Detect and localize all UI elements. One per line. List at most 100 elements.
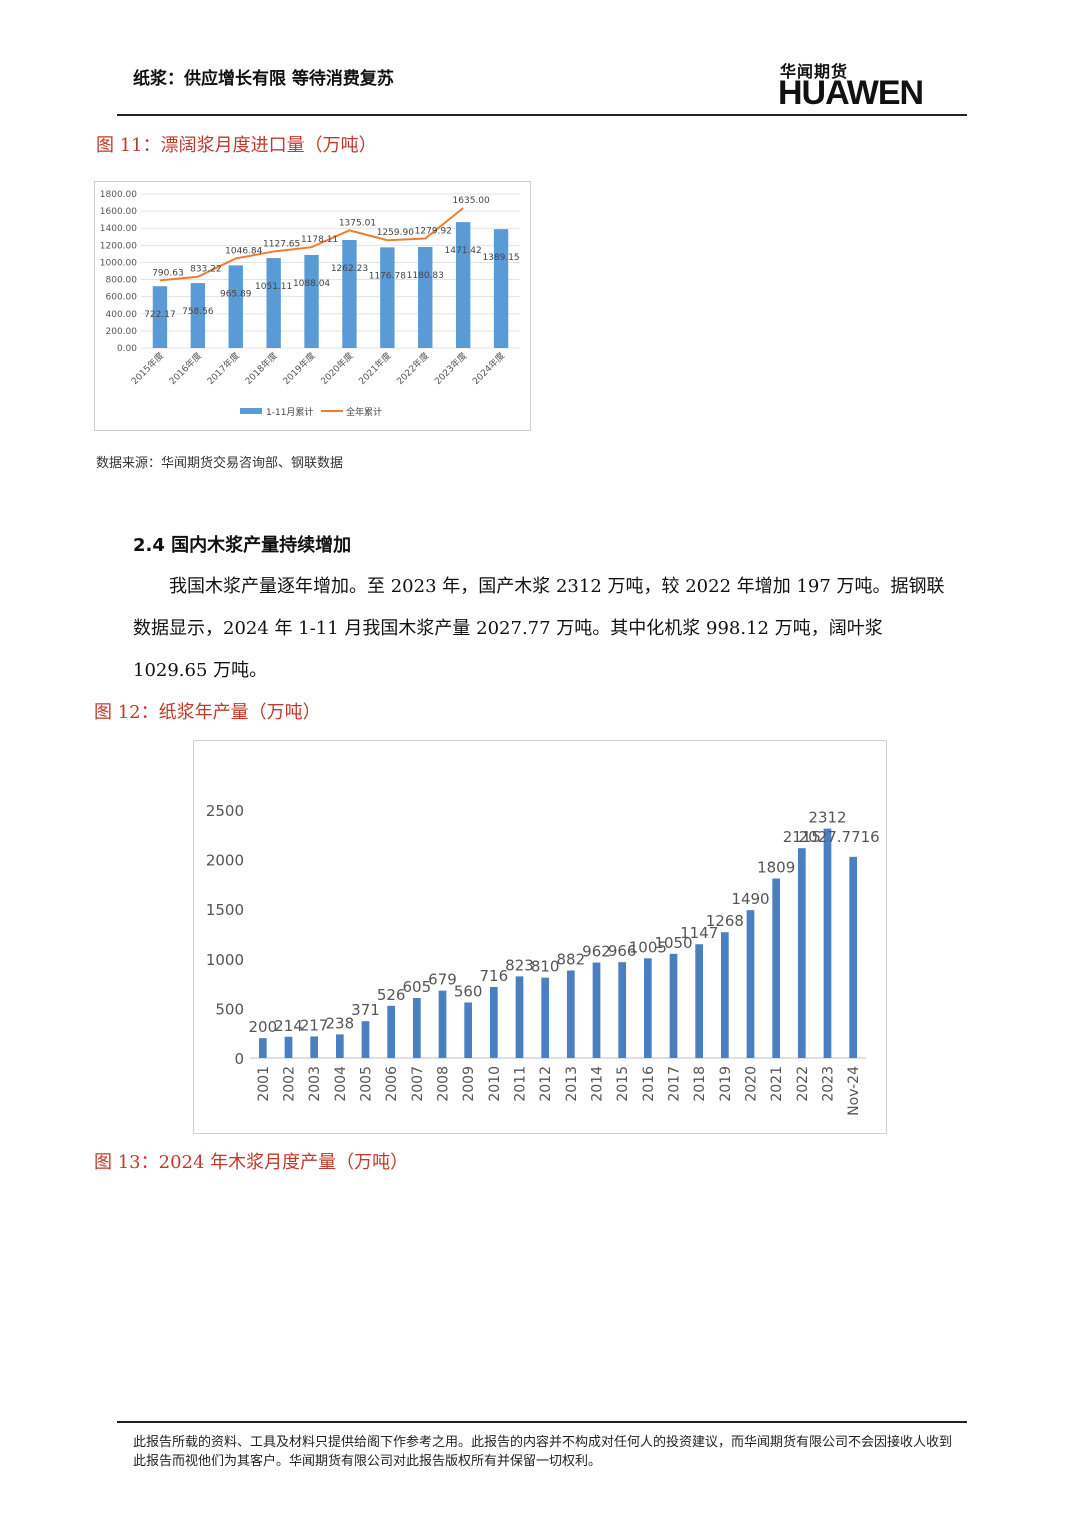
logo-chinese-text: 华闻期货 (780, 62, 849, 81)
bar-value-label: 560 (454, 982, 483, 1000)
production-bar (387, 1005, 396, 1058)
production-bar (515, 976, 524, 1058)
bar-value-label: 966 (608, 942, 637, 960)
bar-value-label: 214 (274, 1017, 303, 1035)
production-bar (823, 828, 832, 1058)
x-tick-label: 2021年度 (356, 350, 393, 387)
x-tick-label: 2018 (692, 1066, 708, 1102)
production-bar (489, 986, 498, 1058)
line-annual-cumulative (159, 207, 464, 282)
bar-value-label: 1262.23 (331, 264, 368, 274)
x-tick-label: 2021 (769, 1066, 785, 1102)
production-bar (669, 953, 678, 1058)
bar-value-label: 679 (428, 971, 457, 989)
y-tick-label: 1400.00 (100, 224, 137, 234)
bar-1-11-cumulative (493, 229, 509, 348)
x-tick-label: 2015 (615, 1066, 631, 1102)
y-tick-label: 400.00 (106, 310, 138, 320)
line-value-label: 1635.00 (453, 196, 490, 206)
import-volume-chart: 0.00 200.00 400.00 600.00 800.00 1000.00 1200.… (100, 190, 520, 418)
bar-value-label: 810 (531, 958, 560, 976)
x-tick-label: 2006 (384, 1066, 400, 1102)
line-value-label: 1259.90 (377, 228, 414, 238)
x-tick-label: 2019年度 (280, 350, 317, 387)
bar-value-label: 2115 (783, 828, 821, 846)
x-tick-label: 2018年度 (242, 350, 279, 387)
bar-1-11-cumulative (342, 240, 357, 348)
x-tick-label: 2012 (538, 1066, 554, 1102)
report-title: 纸浆：供应增长有限 等待消费复苏 (133, 69, 394, 89)
y-tick-label: 1600.00 (100, 207, 137, 217)
disclaimer: 此报告所载的资料、工具及材料只提供给阁下作参考之用。此报告的内容并不构成对任何人… (133, 1435, 953, 1469)
y-tick-label: 2000 (206, 852, 244, 870)
production-bar (541, 977, 550, 1058)
bar-value-label: 200 (249, 1018, 278, 1036)
production-bar (797, 848, 806, 1058)
y-tick-label: 600.00 (106, 293, 138, 303)
production-bar (772, 878, 781, 1058)
legend-line-label: 全年累计 (346, 406, 382, 418)
pulp-production-chart: 0 500 1000 1500 2000 2500 20021421723837152660… (206, 802, 880, 1116)
x-tick-label: 2010 (487, 1066, 503, 1102)
bar-value-label: 722.17 (144, 310, 176, 320)
line-value-label: 1178.11 (301, 235, 338, 245)
x-tick-label: 2023年度 (432, 350, 469, 387)
production-bar (618, 962, 627, 1058)
bar-value-label: 823 (505, 956, 534, 974)
bar-value-label: 1176.78 (369, 271, 406, 281)
bar-value-label: 217 (300, 1016, 329, 1034)
y-tick-label: 0.00 (117, 344, 137, 354)
bar-value-label: 1147 (680, 924, 718, 942)
figure-11-title: 图 11：漂阔浆月度进口量（万吨） (96, 135, 377, 156)
data-source: 数据来源：华闻期货交易咨询部、钢联数据 (96, 456, 344, 471)
section-heading: 2.4 国内木浆产量持续增加 (133, 535, 352, 556)
bar-value-label: 605 (403, 978, 432, 996)
bar-value-label: 1088.04 (293, 279, 330, 289)
production-bar (310, 1036, 319, 1058)
production-bar (592, 962, 601, 1058)
legend-bar-swatch (240, 408, 262, 414)
bar-1-11-cumulative (190, 283, 206, 348)
bar-value-label: 965.89 (220, 289, 252, 299)
production-bar (746, 910, 755, 1058)
header-divider (117, 114, 967, 116)
x-tick-label: 2019 (718, 1066, 734, 1102)
x-tick-label: 2004 (333, 1066, 349, 1102)
x-tick-label: 2009 (461, 1066, 477, 1102)
x-tick-label: 2017 (667, 1066, 683, 1102)
line-value-label: 833.22 (190, 265, 222, 275)
production-bar (412, 997, 421, 1058)
bar-value-label: 716 (480, 967, 509, 985)
bar-value-label: 962 (582, 943, 611, 961)
line-value-label: 1046.84 (225, 246, 262, 256)
x-tick-label: 2020年度 (318, 350, 355, 387)
production-bar (695, 944, 704, 1058)
line-value-label: 790.63 (152, 268, 184, 278)
bar-1-11-cumulative (455, 222, 471, 348)
production-bar (849, 856, 858, 1058)
bar-1-11-cumulative (418, 246, 433, 348)
y-tick-label: 1500 (206, 901, 244, 919)
x-tick-label: 2008 (436, 1066, 452, 1102)
x-tick-label: 2022 (795, 1066, 811, 1102)
line-value-label: 1279.92 (415, 226, 452, 236)
x-tick-label: 2017年度 (204, 350, 241, 387)
bar-value-label: 1180.83 (407, 271, 444, 281)
bar-value-label: 526 (377, 986, 406, 1004)
bar-value-label: 1471.42 (445, 246, 482, 256)
legend-bar-label: 1-11月累计 (266, 406, 313, 418)
y-tick-label: 2500 (206, 802, 244, 820)
x-tick-label: 2016 (641, 1066, 657, 1102)
line-value-label: 1375.01 (339, 218, 376, 228)
bar-1-11-cumulative (380, 247, 395, 348)
y-tick-label: 1800.00 (100, 190, 137, 200)
x-tick-label: 2023 (821, 1066, 837, 1102)
production-bar (720, 932, 729, 1058)
bar-value-label: 2027.7716 (799, 828, 880, 846)
bar-1-11-cumulative (228, 265, 243, 348)
x-tick-label: 2001 (256, 1066, 272, 1102)
x-tick-label: 2015年度 (129, 350, 166, 387)
x-tick-label: 2014 (590, 1066, 606, 1102)
x-tick-label: 2003 (307, 1066, 323, 1102)
bar-value-label: 238 (326, 1014, 355, 1032)
